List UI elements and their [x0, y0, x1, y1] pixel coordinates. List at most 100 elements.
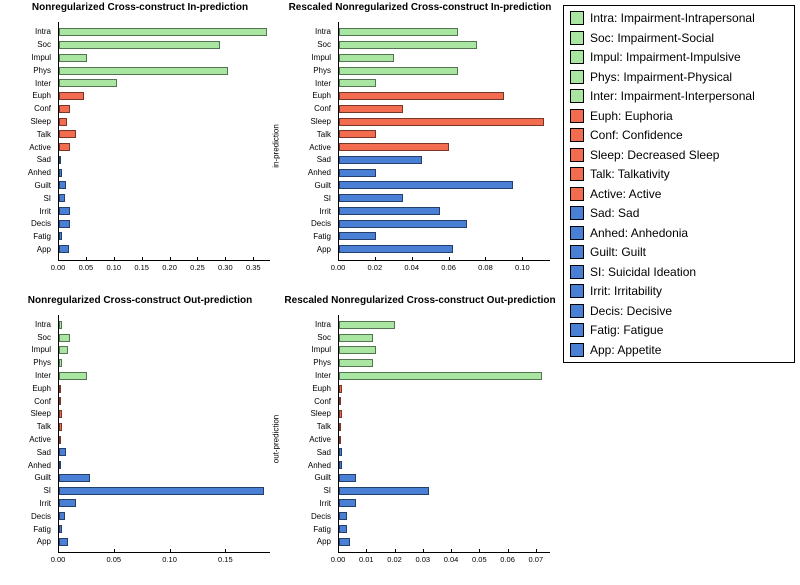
category-label: Conf: [280, 397, 334, 406]
category-label: App: [0, 245, 54, 254]
bar: [59, 156, 61, 164]
category-label: Sleep: [0, 410, 54, 419]
bar-row: [339, 384, 550, 393]
x-tick: [197, 257, 198, 261]
x-axis: 0.000.050.100.150.200.250.300.35: [58, 261, 270, 275]
bar-row: [339, 232, 550, 241]
category-label: Talk: [280, 423, 334, 432]
bar: [339, 118, 544, 126]
bar-row: [339, 117, 550, 126]
x-tick: [58, 549, 59, 553]
legend-item: SI: Suicidal Ideation: [570, 265, 788, 279]
category-label: Active: [280, 436, 334, 445]
legend-label: Guilt: Guilt: [590, 246, 646, 258]
legend-swatch: [570, 31, 584, 45]
x-tick-label: 0.10: [162, 555, 177, 564]
legend-label: App: Appetite: [590, 344, 661, 356]
page-root: Nonregularized Cross-construct In-predic…: [0, 0, 800, 585]
legend-item: Sad: Sad: [570, 206, 788, 220]
bar-row: [59, 461, 270, 470]
bar-row: [59, 92, 270, 101]
category-label: Impul: [0, 53, 54, 62]
bar-row: [59, 41, 270, 50]
chart-panel-in_rescaled: Rescaled Nonregularized Cross-construct …: [280, 0, 560, 293]
bar: [59, 220, 70, 228]
x-axis: 0.000.020.040.060.080.10: [338, 261, 550, 275]
x-tick-label: 0.07: [529, 555, 544, 564]
category-label: Guilt: [0, 181, 54, 190]
bar-row: [59, 245, 270, 254]
category-label: Impul: [0, 346, 54, 355]
legend-swatch: [570, 206, 584, 220]
bar-row: [339, 524, 550, 533]
legend-swatch: [570, 343, 584, 357]
bar: [339, 487, 429, 495]
category-label: Anhed: [0, 461, 54, 470]
x-tick-label: 0.06: [500, 555, 515, 564]
bar-row: [339, 473, 550, 482]
bar-row: [59, 359, 270, 368]
bar-row: [59, 346, 270, 355]
category-label: Intra: [280, 28, 334, 37]
x-tick: [170, 257, 171, 261]
category-label: SI: [280, 487, 334, 496]
legend-item: Decis: Decisive: [570, 304, 788, 318]
x-tick-label: 0.35: [246, 263, 261, 272]
x-tick-label: 0.04: [404, 263, 419, 272]
bar: [339, 525, 347, 533]
category-label: App: [280, 245, 334, 254]
bar: [339, 461, 342, 469]
category-label: Sleep: [0, 117, 54, 126]
x-tick: [58, 257, 59, 261]
bar-row: [339, 448, 550, 457]
category-label: Irrit: [0, 500, 54, 509]
legend-label: Fatig: Fatigue: [590, 324, 663, 336]
x-tick: [338, 549, 339, 553]
x-tick-label: 0.25: [190, 263, 205, 272]
legend-swatch: [570, 187, 584, 201]
bar: [59, 461, 61, 469]
legend-swatch: [570, 284, 584, 298]
bar: [339, 232, 376, 240]
bar-row: [339, 461, 550, 470]
category-label: Sad: [0, 156, 54, 165]
bar: [339, 334, 373, 342]
x-tick: [170, 549, 171, 553]
x-tick: [479, 549, 480, 553]
bar-row: [59, 371, 270, 380]
panel-title: Nonregularized Cross-construct Out-predi…: [0, 295, 280, 306]
category-labels: IntraSocImpulPhysInterEuphConfSleepTalkA…: [280, 315, 334, 554]
x-tick-label: 0.01: [359, 555, 374, 564]
x-tick-label: 0.30: [218, 263, 233, 272]
legend-swatch: [570, 50, 584, 64]
category-label: Talk: [0, 423, 54, 432]
chart-panel-in_nonreg: Nonregularized Cross-construct In-predic…: [0, 0, 280, 293]
category-label: Sad: [280, 448, 334, 457]
bar-row: [59, 206, 270, 215]
bar: [339, 54, 394, 62]
chart-panel-out_rescaled: Rescaled Nonregularized Cross-construct …: [280, 293, 560, 585]
legend-swatch: [570, 304, 584, 318]
category-label: SI: [0, 487, 54, 496]
legend-item: Sleep: Decreased Sleep: [570, 148, 788, 162]
category-label: Irrit: [0, 207, 54, 216]
category-label: Guilt: [280, 474, 334, 483]
category-label: Soc: [280, 41, 334, 50]
bar: [339, 436, 341, 444]
bar: [59, 130, 76, 138]
bar: [59, 245, 69, 253]
category-label: Euph: [280, 384, 334, 393]
bar: [339, 143, 449, 151]
bar: [59, 207, 70, 215]
bar-row: [339, 130, 550, 139]
legend-swatch: [570, 109, 584, 123]
category-label: Intra: [0, 28, 54, 37]
bar-row: [339, 28, 550, 37]
x-tick-label: 0.08: [478, 263, 493, 272]
bar-row: [59, 104, 270, 113]
x-tick: [375, 257, 376, 261]
category-label: Active: [280, 143, 334, 152]
bar: [59, 92, 84, 100]
bar-row: [339, 41, 550, 50]
bar: [59, 118, 67, 126]
